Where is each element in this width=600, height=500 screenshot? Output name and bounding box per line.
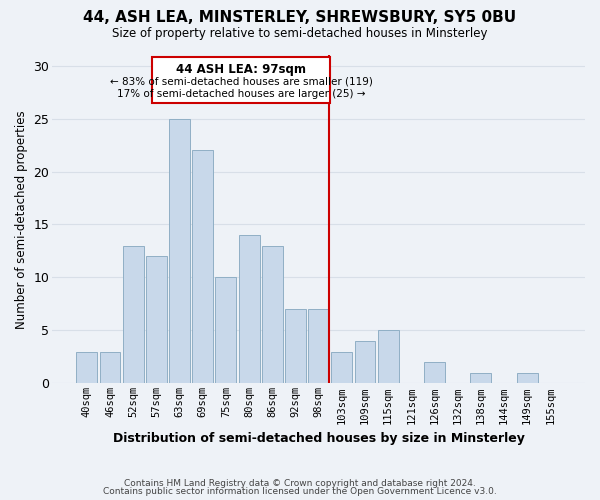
X-axis label: Distribution of semi-detached houses by size in Minsterley: Distribution of semi-detached houses by … (113, 432, 524, 445)
Text: Contains HM Land Registry data © Crown copyright and database right 2024.: Contains HM Land Registry data © Crown c… (124, 478, 476, 488)
Text: Size of property relative to semi-detached houses in Minsterley: Size of property relative to semi-detach… (112, 28, 488, 40)
Text: 44, ASH LEA, MINSTERLEY, SHREWSBURY, SY5 0BU: 44, ASH LEA, MINSTERLEY, SHREWSBURY, SY5… (83, 10, 517, 25)
Bar (470, 373, 491, 384)
Bar (146, 256, 167, 384)
Bar (331, 352, 352, 384)
Bar (239, 235, 260, 384)
Bar (215, 278, 236, 384)
Bar (355, 341, 376, 384)
Bar (424, 362, 445, 384)
Bar (100, 352, 121, 384)
Text: ← 83% of semi-detached houses are smaller (119): ← 83% of semi-detached houses are smalle… (110, 76, 373, 86)
Bar (285, 309, 306, 384)
Bar (308, 309, 329, 384)
Bar (123, 246, 143, 384)
FancyBboxPatch shape (152, 57, 330, 102)
Text: 44 ASH LEA: 97sqm: 44 ASH LEA: 97sqm (176, 64, 306, 76)
Bar (517, 373, 538, 384)
Bar (262, 246, 283, 384)
Bar (76, 352, 97, 384)
Text: 17% of semi-detached houses are larger (25) →: 17% of semi-detached houses are larger (… (117, 89, 365, 99)
Bar (378, 330, 398, 384)
Bar (169, 118, 190, 384)
Text: Contains public sector information licensed under the Open Government Licence v3: Contains public sector information licen… (103, 487, 497, 496)
Bar (193, 150, 213, 384)
Y-axis label: Number of semi-detached properties: Number of semi-detached properties (15, 110, 28, 328)
